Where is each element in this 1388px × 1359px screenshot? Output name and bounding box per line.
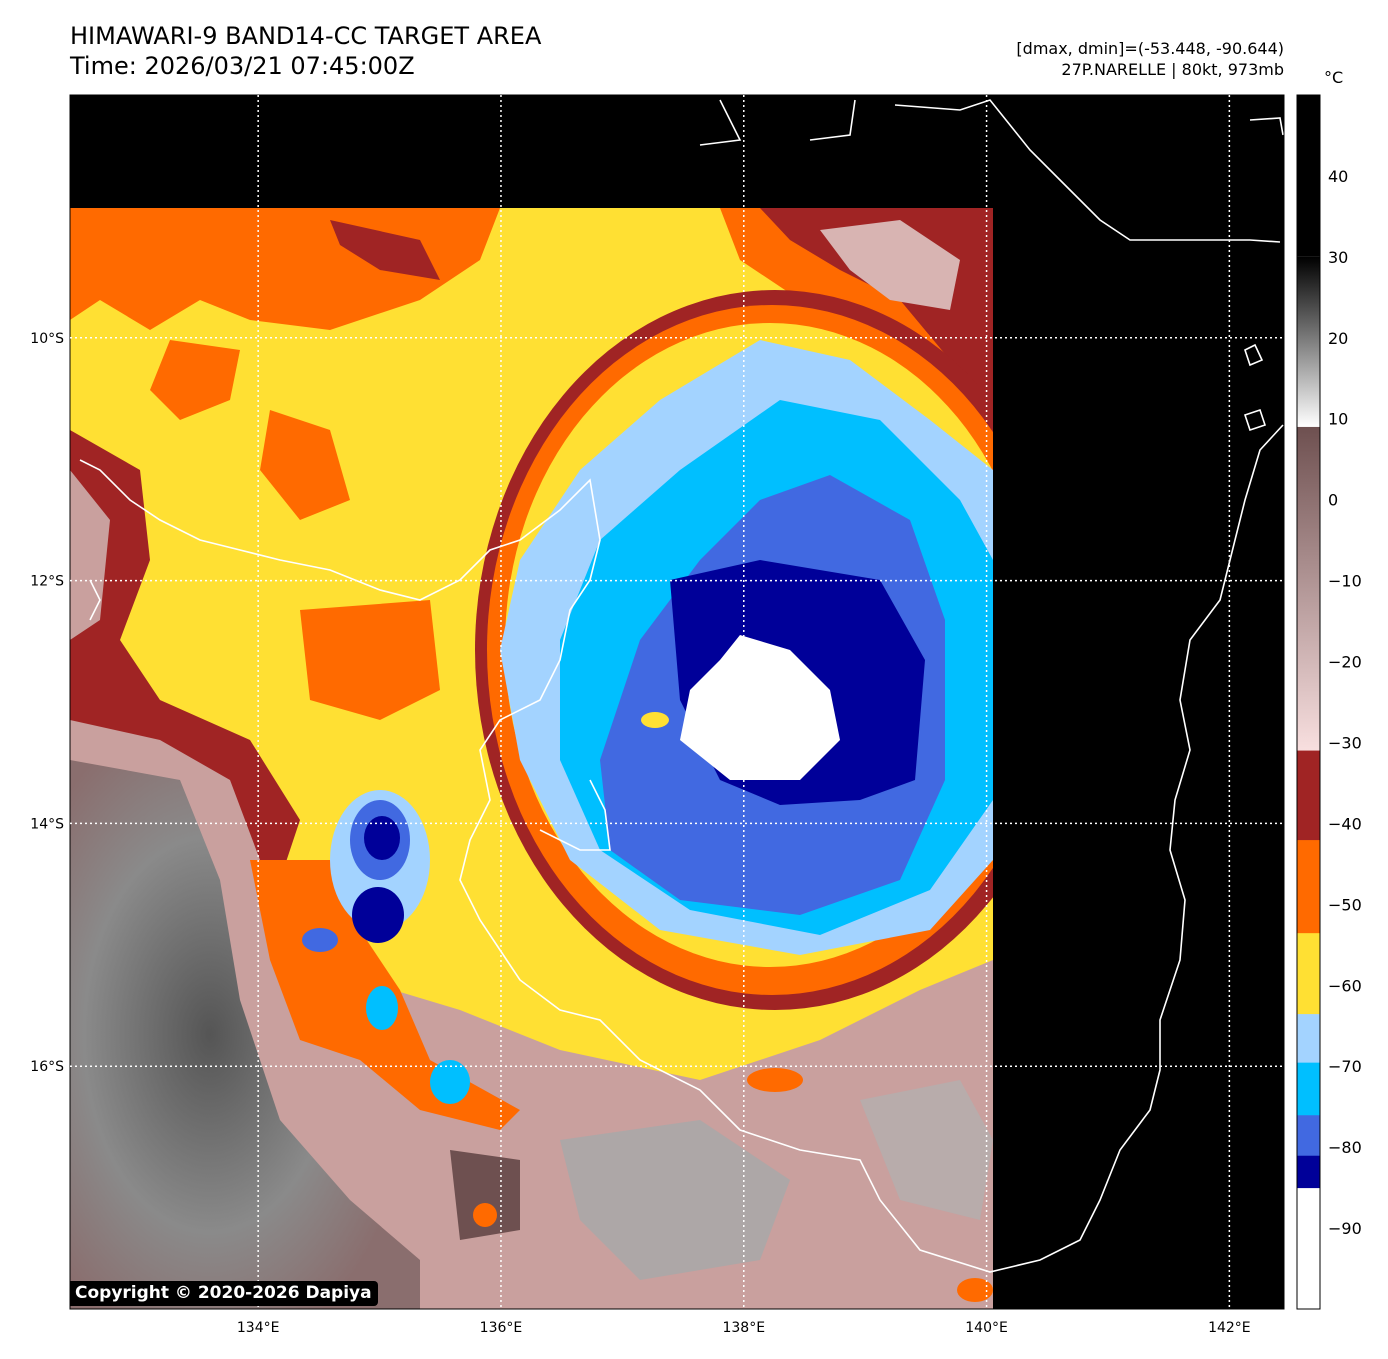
colorbar-tick-label: 40 [1328, 167, 1348, 186]
colorbar-segment [1297, 1155, 1320, 1189]
colorbar-tick-label: −30 [1328, 733, 1362, 752]
lat-tick-label: 16°S [30, 1059, 64, 1075]
lon-tick-label: 138°E [722, 1320, 765, 1336]
map-frame [69, 94, 1285, 1310]
colorbar-gradient [1297, 426, 1320, 751]
colorbar-tick-label: 0 [1328, 491, 1338, 510]
graticule [70, 95, 1284, 1309]
colorbar-tick-label: 20 [1328, 329, 1348, 348]
colorbar-segment [1297, 750, 1320, 841]
lon-tick-label: 142°E [1208, 1320, 1251, 1336]
lon-tick-label: 136°E [480, 1320, 523, 1336]
brightness-temperature-field [70, 208, 993, 1309]
colorbar-tick-label: 10 [1328, 410, 1348, 429]
colorbar-segment [1297, 1062, 1320, 1116]
colorbar-tick-label: 30 [1328, 248, 1348, 267]
colorbar-tick-label: −10 [1328, 572, 1362, 591]
lat-tick-label: 14°S [30, 816, 64, 832]
lon-tick-label: 140°E [965, 1320, 1008, 1336]
copyright-label: Copyright © 2020-2026 Dapiya [70, 1281, 378, 1306]
colorbar-tick-label: −60 [1328, 976, 1362, 995]
figure-title: HIMAWARI-9 BAND14-CC TARGET AREA [70, 22, 542, 50]
axis-tick-labels: 134°E 136°E 138°E 140°E 142°E 10°S 12°S 14°S 16°… [30, 331, 1250, 1336]
lat-tick-label: 12°S [30, 574, 64, 590]
colorbar-tick-label: −70 [1328, 1057, 1362, 1076]
storm-info: 27P.NARELLE | 80kt, 973mb [1061, 60, 1284, 79]
colorbar-frame [1296, 94, 1321, 1310]
colorbar-segment [1297, 1187, 1320, 1310]
colorbar-gradient [1297, 95, 1320, 257]
lon-tick-label: 134°E [237, 1320, 280, 1336]
figure-time: Time: 2026/03/21 07:45:00Z [70, 52, 415, 80]
colorbar-tick-label: −50 [1328, 895, 1362, 914]
lat-tick-label: 10°S [30, 331, 64, 347]
colorbar-segment [1297, 1114, 1320, 1156]
temperature-range: [dmax, dmin]=(-53.448, -90.644) [1016, 39, 1284, 58]
colorbar-segment [1297, 1013, 1320, 1063]
colorbar-segment [1297, 932, 1320, 1015]
colorbar-unit: °C [1324, 68, 1344, 87]
colorbar: 40 30 20 10 0 −10 −20 −30 −40 −50 −60 −70 −80 −90 [1296, 94, 1362, 1310]
colorbar-tick-label: −20 [1328, 653, 1362, 672]
colorbar-tick-label: −80 [1328, 1138, 1362, 1157]
coastlines [79, 99, 1284, 1273]
colorbar-segment [1297, 839, 1320, 934]
colorbar-gradient [1297, 256, 1320, 427]
colorbar-tick-label: −40 [1328, 814, 1362, 833]
colorbar-tick-label: −90 [1328, 1219, 1362, 1238]
